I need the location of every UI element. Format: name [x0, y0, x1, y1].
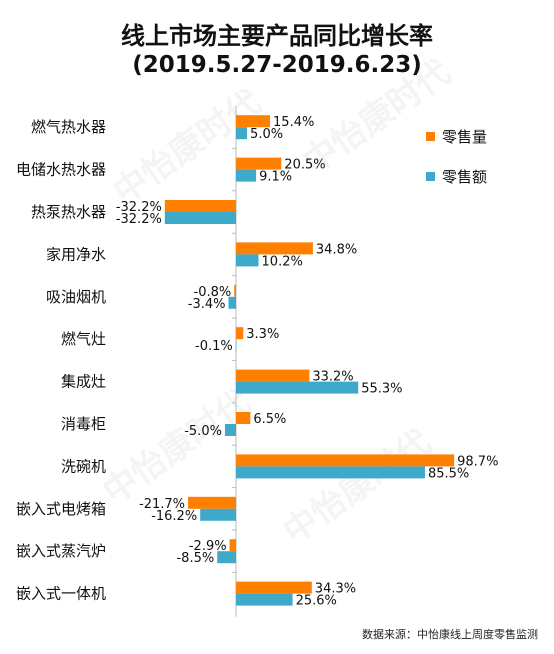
bar-amount [235, 339, 237, 352]
bar-volume [236, 115, 271, 128]
data-label: -32.2% [116, 212, 162, 227]
bar-volume [234, 284, 236, 297]
category-label: 燃气热水器 [31, 118, 106, 136]
bar-volume [236, 581, 312, 594]
data-label: -32.2% [116, 200, 162, 215]
chart-title: 线上市场主要产品同比增长率 [121, 22, 433, 50]
data-label: -5.0% [184, 424, 222, 439]
category-label: 嵌入式蒸汽炉 [16, 542, 106, 560]
legend-label: 零售额 [442, 168, 487, 186]
chart-subtitle: (2019.5.27-2019.6.23) [132, 52, 422, 78]
bar-volume [229, 539, 236, 552]
data-label: 5.0% [250, 127, 283, 142]
data-label: -8.5% [176, 551, 214, 566]
category-label: 嵌入式电烤箱 [16, 500, 106, 518]
data-source: 数据来源：中怡康线上周度零售监测 [362, 628, 538, 641]
bar-volume [164, 200, 236, 212]
bar-amount [236, 466, 425, 479]
bar-amount [228, 296, 236, 309]
category-label: 集成灶 [61, 373, 106, 391]
bar-amount [164, 212, 236, 224]
bar-amount [236, 169, 257, 182]
bar-amount [236, 593, 293, 606]
data-label: 98.7% [457, 454, 498, 469]
data-label: 85.5% [428, 466, 469, 481]
data-label: -21.7% [139, 497, 185, 512]
bar-amount [217, 551, 236, 564]
legend-swatch [426, 172, 435, 181]
bar-amount [236, 127, 248, 140]
data-label: 20.5% [284, 158, 325, 173]
data-label: 25.6% [296, 594, 337, 609]
bar-volume [188, 496, 236, 509]
bar-volume [236, 327, 244, 340]
category-label: 电储水热水器 [16, 161, 106, 179]
data-label: 6.5% [253, 412, 286, 427]
bar-amount [224, 424, 236, 436]
data-label: -16.2% [151, 509, 197, 524]
category-label: 嵌入式一体机 [16, 585, 106, 603]
bar-amount [200, 508, 236, 521]
data-label: 34.3% [315, 582, 356, 597]
data-label: 9.1% [259, 170, 292, 185]
data-label: 33.2% [312, 370, 353, 385]
category-label: 吸油烟机 [46, 288, 106, 306]
bar-amount [236, 381, 359, 394]
data-label: -0.8% [194, 285, 232, 300]
bar-amount [236, 254, 259, 267]
category-label: 洗碗机 [61, 457, 106, 475]
data-label: -2.9% [189, 539, 227, 554]
category-label: 消毒柜 [61, 415, 106, 433]
data-label: -0.1% [195, 339, 233, 354]
legend-label: 零售量 [442, 128, 487, 146]
bar-volume [236, 242, 313, 255]
data-label: 55.3% [361, 382, 402, 397]
category-label: 家用净水 [46, 245, 106, 263]
data-label: 3.3% [246, 327, 279, 342]
data-label: 34.8% [316, 242, 357, 257]
category-label: 燃气灶 [61, 330, 106, 348]
bar-volume [236, 454, 455, 467]
bar-volume [236, 157, 282, 170]
category-label: 热泵热水器 [31, 203, 106, 221]
bar-volume [236, 412, 251, 424]
legend-swatch [426, 132, 435, 141]
bar-volume [236, 369, 310, 382]
data-label: 10.2% [262, 254, 303, 269]
data-label: 15.4% [273, 115, 314, 130]
data-label: -3.4% [188, 297, 226, 312]
